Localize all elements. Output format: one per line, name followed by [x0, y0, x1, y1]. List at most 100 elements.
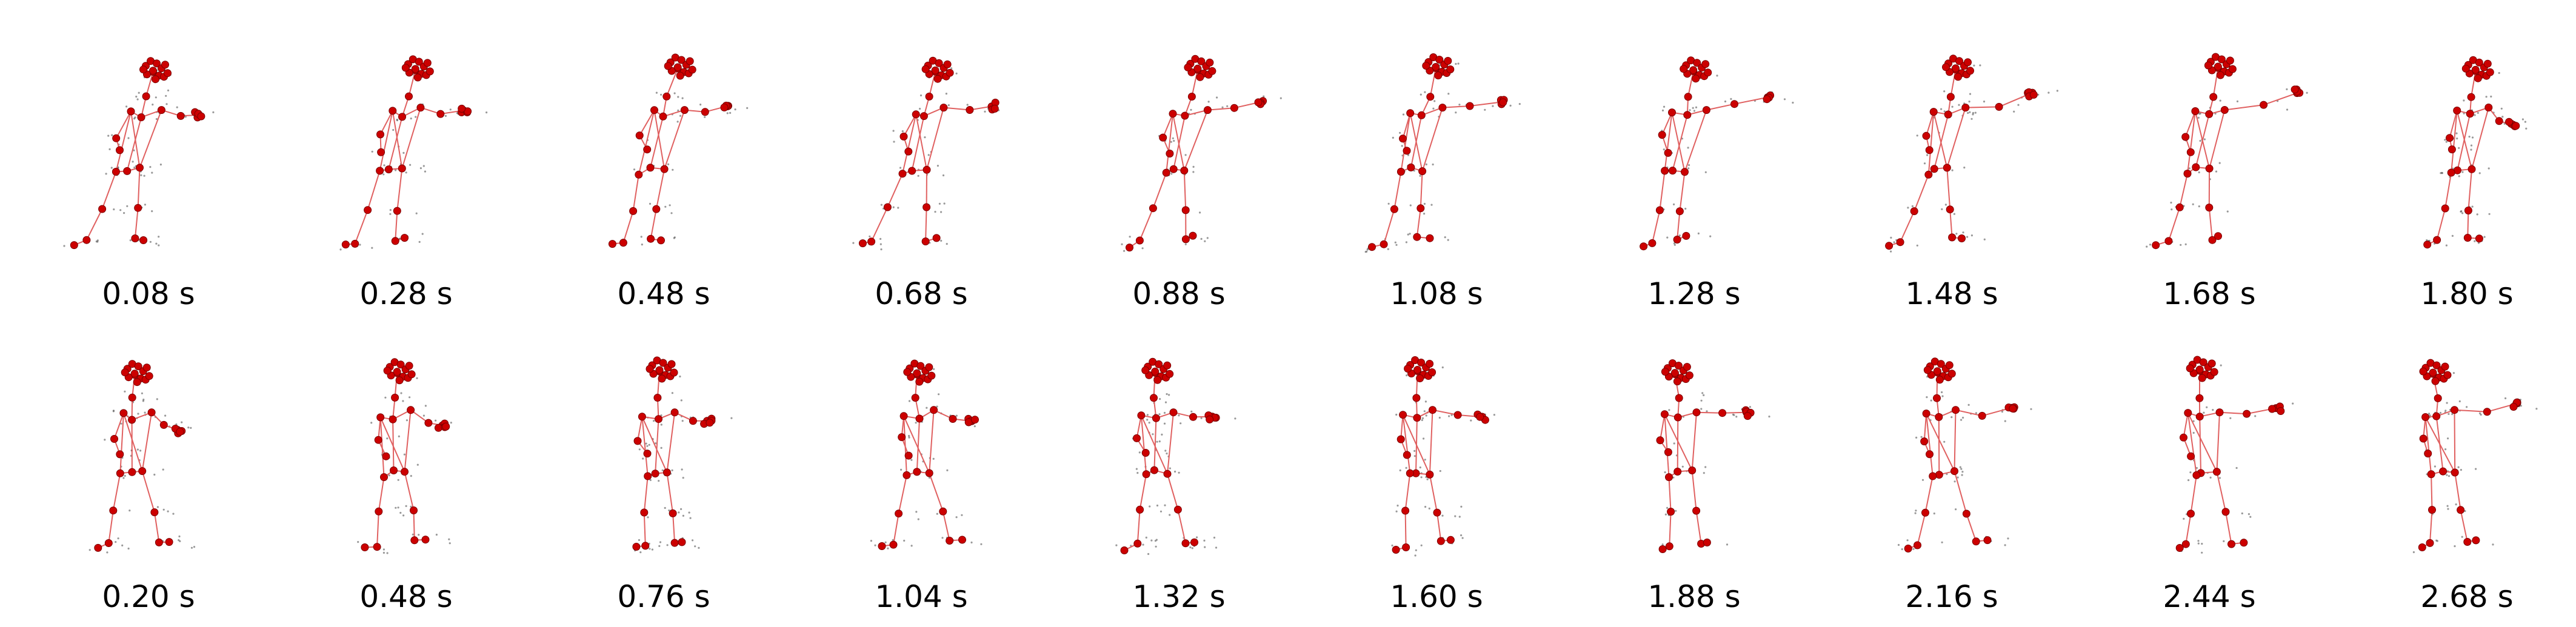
trace-point	[419, 241, 421, 243]
trace-point	[1173, 140, 1175, 142]
trace-point	[187, 426, 189, 428]
trace-point	[115, 541, 116, 543]
trace-point	[160, 164, 162, 165]
joint-marker	[136, 164, 144, 171]
frame-time-label: 1.68 s	[2082, 279, 2337, 309]
trace-point	[1207, 237, 1209, 239]
trace-point	[2447, 505, 2449, 507]
trace-point	[410, 475, 412, 477]
bone-segment	[2431, 474, 2432, 510]
trace-point	[699, 104, 701, 105]
joint-marker	[1704, 69, 1712, 76]
joint-marker	[1934, 394, 1941, 402]
trace-point	[669, 204, 671, 206]
joint-marker	[636, 132, 643, 139]
trace-point	[667, 544, 669, 546]
joint-marker	[674, 64, 681, 71]
joint-marker	[1984, 537, 1991, 544]
pose-frame: 1.04 s	[794, 324, 1049, 627]
trace-point	[852, 242, 854, 244]
trace-point	[1448, 415, 1450, 417]
joint-marker	[83, 236, 90, 244]
joint-marker	[116, 147, 124, 154]
joint-marker	[676, 72, 684, 79]
joint-marker	[396, 377, 403, 384]
trace-point	[2484, 236, 2486, 238]
bone-segment	[2217, 472, 2226, 512]
joint-marker	[162, 61, 169, 68]
bone-segment	[893, 514, 899, 545]
trace-point	[124, 475, 126, 477]
trace-point	[1960, 468, 1962, 470]
trace-point	[1952, 106, 1954, 108]
trace-point	[1957, 477, 1959, 479]
trace-point	[1940, 108, 1942, 110]
joint-marker	[2448, 146, 2455, 153]
trace-point	[2477, 112, 2479, 114]
joint-marker	[1978, 412, 1986, 419]
skeleton-plot	[21, 45, 276, 264]
joint-marker	[2184, 410, 2192, 417]
joint-marker	[393, 207, 401, 214]
joint-marker	[2009, 405, 2017, 412]
trace-point	[946, 243, 948, 245]
trace-point	[729, 112, 731, 114]
bone-segment	[1140, 474, 1147, 510]
joint-marker	[376, 167, 384, 174]
bone-segment	[633, 174, 639, 211]
trace-point	[1484, 109, 1486, 111]
trace-point	[1129, 236, 1131, 237]
trace-point	[2197, 540, 2199, 542]
joint-marker	[934, 75, 941, 82]
joint-marker	[437, 110, 444, 118]
joint-marker	[634, 437, 641, 445]
joint-marker	[669, 509, 676, 517]
joint-marker	[1897, 239, 1904, 246]
trace-point	[639, 448, 641, 450]
trace-point	[670, 212, 672, 214]
trace-point	[1168, 394, 1170, 396]
joint-marker	[1194, 65, 1201, 72]
trace-point	[1180, 422, 1181, 424]
trace-point	[970, 542, 972, 543]
trace-point	[163, 509, 165, 511]
trace-point	[1165, 402, 1167, 403]
joint-marker	[895, 510, 903, 517]
trace-point	[406, 419, 408, 421]
joint-marker	[1164, 362, 1171, 369]
trace-point	[641, 244, 643, 245]
trace-point	[1161, 434, 1163, 436]
trace-point	[903, 540, 905, 542]
trace-point	[1406, 241, 1407, 243]
joint-marker	[143, 364, 150, 371]
trace-point	[694, 545, 696, 547]
trace-point	[1462, 537, 1464, 539]
joint-marker	[377, 414, 384, 421]
trace-point	[1193, 166, 1195, 168]
trace-point	[191, 547, 193, 549]
skeleton-joints	[1369, 54, 1508, 251]
trace-point	[652, 549, 653, 551]
joint-marker	[1181, 112, 1189, 119]
joint-marker	[1967, 67, 1974, 75]
joint-marker	[1149, 205, 1156, 212]
joint-marker	[652, 470, 659, 477]
joint-marker	[1666, 543, 1673, 550]
trace-point	[399, 512, 401, 514]
skeleton-bones	[1644, 71, 1768, 247]
joint-marker	[635, 171, 642, 178]
trace-point	[111, 134, 113, 136]
joint-marker	[1403, 451, 1410, 459]
trace-point	[682, 98, 684, 99]
joint-marker	[946, 69, 953, 76]
bone-segment	[1947, 168, 1950, 210]
joint-marker	[1397, 168, 1404, 176]
trace-point	[370, 422, 372, 423]
trace-point	[372, 151, 373, 153]
joint-marker	[2193, 471, 2200, 479]
trace-point	[1917, 134, 1918, 136]
bone-segment	[1934, 112, 1947, 168]
bone-segment	[1178, 509, 1186, 543]
trace-point	[176, 107, 178, 108]
trace-point	[1943, 441, 1945, 443]
